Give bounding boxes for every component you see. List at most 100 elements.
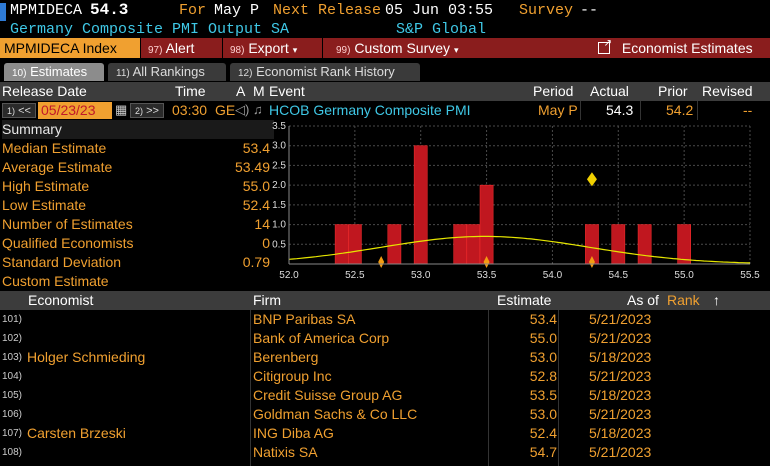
- estimate-marker: [378, 256, 385, 268]
- y-tick-label: 1.0: [272, 220, 286, 231]
- summary-label: Low Estimate: [2, 197, 87, 213]
- summary-value: 52.4: [242, 197, 270, 213]
- table-row[interactable]: 107) Carsten Brzeski ING Diba AG 52.4 5/…: [0, 424, 770, 443]
- col-estimate[interactable]: Estimate: [497, 292, 552, 308]
- as-of-date: 5/18/2023: [589, 425, 652, 441]
- col-a[interactable]: A: [236, 83, 246, 99]
- summary-panel: Summary Median Estimate 53.4 Average Est…: [0, 120, 274, 292]
- actual-marker: [586, 172, 597, 187]
- col-firm[interactable]: Firm: [253, 292, 281, 308]
- event-name[interactable]: HCOB Germany Composite PMI: [269, 102, 471, 118]
- table-row[interactable]: 108) Natixis SA 54.7 5/21/2023: [0, 443, 770, 462]
- event-actual: 54.3: [606, 102, 634, 118]
- distribution-curve: [288, 235, 751, 264]
- estimate-value: 55.0: [529, 330, 557, 346]
- histogram-bar: [334, 224, 349, 265]
- x-tick-label: 52.0: [279, 270, 299, 281]
- histogram-svg: 0.5 1.0 1.5 2.0 2.5 3.0 3.5 52.0 52.5 53.0 53.5 54.…: [272, 121, 760, 281]
- col-time[interactable]: Time: [175, 83, 206, 99]
- x-tick-label: 52.5: [345, 270, 365, 281]
- summary-label: Standard Deviation: [2, 254, 122, 270]
- summary-row: Number of Estimates 14: [0, 215, 272, 234]
- as-of-date: 5/18/2023: [589, 387, 652, 403]
- tab-label: Estimates: [30, 64, 88, 79]
- table-row[interactable]: 102) Bank of America Corp 55.0 5/21/2023: [0, 329, 770, 348]
- alert-menu-button[interactable]: 97) Alert: [148, 38, 194, 58]
- as-of-date: 5/21/2023: [589, 406, 652, 422]
- col-rank[interactable]: Rank: [667, 292, 700, 308]
- summary-row: Low Estimate 52.4: [0, 196, 272, 215]
- caret-down-icon: ▾: [292, 45, 298, 55]
- data-source: S&P Global: [396, 21, 487, 38]
- external-link-icon: ↗: [598, 39, 612, 54]
- next-release-time: 05 Jun 03:55: [385, 2, 494, 19]
- col-release-date[interactable]: Release Date: [2, 83, 87, 99]
- estimate-value: 52.8: [529, 368, 557, 384]
- col-actual[interactable]: Actual: [590, 83, 629, 99]
- summary-value: 55.0: [242, 178, 270, 194]
- header-accent-bar: [0, 3, 6, 21]
- prev-release-button[interactable]: 1) <<: [2, 103, 36, 118]
- prev-label: <<: [18, 105, 31, 117]
- row-num: 102): [2, 333, 23, 344]
- survey-value: --: [580, 2, 599, 19]
- row-num: 106): [2, 409, 23, 420]
- histogram-bar: [413, 145, 428, 265]
- tab-num: 12): [238, 68, 253, 79]
- col-as-of[interactable]: As of: [627, 292, 659, 308]
- table-row[interactable]: 105) Credit Suisse Group AG 53.5 5/18/20…: [0, 386, 770, 405]
- firm-name: Bank of America Corp: [253, 330, 390, 346]
- speaker-icon[interactable]: ◁): [235, 102, 250, 117]
- menu-separator: [322, 38, 323, 58]
- row-num: 101): [2, 314, 23, 325]
- economist-name: Holger Schmieding: [27, 349, 146, 365]
- summary-row[interactable]: Custom Estimate: [0, 272, 272, 291]
- col-event[interactable]: Event: [269, 83, 305, 99]
- row-num: 103): [2, 352, 23, 363]
- col-m[interactable]: M: [253, 83, 265, 99]
- col-economist[interactable]: Economist: [28, 292, 94, 308]
- survey-label: Survey: [519, 2, 574, 19]
- table-row[interactable]: 101) BNP Paribas SA 53.4 5/21/2023: [0, 310, 770, 329]
- caret-down-icon: ▾: [453, 45, 459, 55]
- divider: [580, 101, 581, 120]
- row-num: 107): [2, 428, 23, 439]
- table-row[interactable]: 106) Goldman Sachs & Co LLC 53.0 5/21/20…: [0, 405, 770, 424]
- tab-bar: 10) Estimates 11) All Rankings 12) Econo…: [0, 61, 770, 81]
- estimate-value: 52.4: [529, 425, 557, 441]
- event-prior: 54.2: [666, 102, 694, 118]
- summary-value: 53.4: [242, 140, 270, 156]
- alert-label: Alert: [165, 40, 195, 56]
- sort-arrow-icon[interactable]: ↑: [713, 292, 720, 308]
- table-row[interactable]: 104) Citigroup Inc 52.8 5/21/2023: [0, 367, 770, 386]
- col-period[interactable]: Period: [533, 83, 574, 99]
- summary-row: Standard Deviation 0.79: [0, 253, 272, 272]
- divider: [640, 101, 641, 120]
- release-date-field[interactable]: 05/23/23: [38, 102, 112, 119]
- col-revised[interactable]: Revised: [702, 83, 753, 99]
- table-row[interactable]: 103) Holger Schmieding Berenberg 53.0 5/…: [0, 348, 770, 367]
- function-menu: MPMIDECA Index 97) Alert 98) Export ▾ 99…: [0, 38, 770, 58]
- histogram-bar: [677, 224, 691, 265]
- index-label[interactable]: MPMIDECA Index: [0, 38, 140, 58]
- ticker: MPMIDECA: [10, 2, 83, 19]
- release-column-header: Release Date Time A M Event Period Actua…: [0, 82, 770, 101]
- for-label: For: [179, 2, 207, 19]
- economist-estimates-button[interactable]: ↗ Economist Estimates: [598, 38, 753, 58]
- summary-label: Median Estimate: [2, 140, 107, 156]
- custom-survey-menu-button[interactable]: 99) Custom Survey ▾: [336, 38, 458, 58]
- histogram-bar: [479, 184, 494, 265]
- tab-economist-rank-history[interactable]: 12) Economist Rank History: [230, 63, 420, 81]
- bell-icon[interactable]: ♫: [253, 102, 263, 117]
- tab-label: All Rankings: [132, 64, 205, 79]
- next-release-button[interactable]: 2) >>: [130, 103, 164, 118]
- as-of-date: 5/21/2023: [589, 444, 652, 460]
- col-prior[interactable]: Prior: [658, 83, 688, 99]
- tab-all-rankings[interactable]: 11) All Rankings: [108, 63, 226, 81]
- header-line-2: Germany Composite PMI Output SA S&P Glob…: [0, 21, 770, 39]
- divider: [488, 310, 489, 466]
- tab-estimates[interactable]: 10) Estimates: [4, 63, 104, 81]
- summary-value: 0.79: [242, 254, 270, 270]
- calendar-icon[interactable]: ▦: [115, 102, 128, 117]
- export-menu-button[interactable]: 98) Export ▾: [230, 38, 297, 58]
